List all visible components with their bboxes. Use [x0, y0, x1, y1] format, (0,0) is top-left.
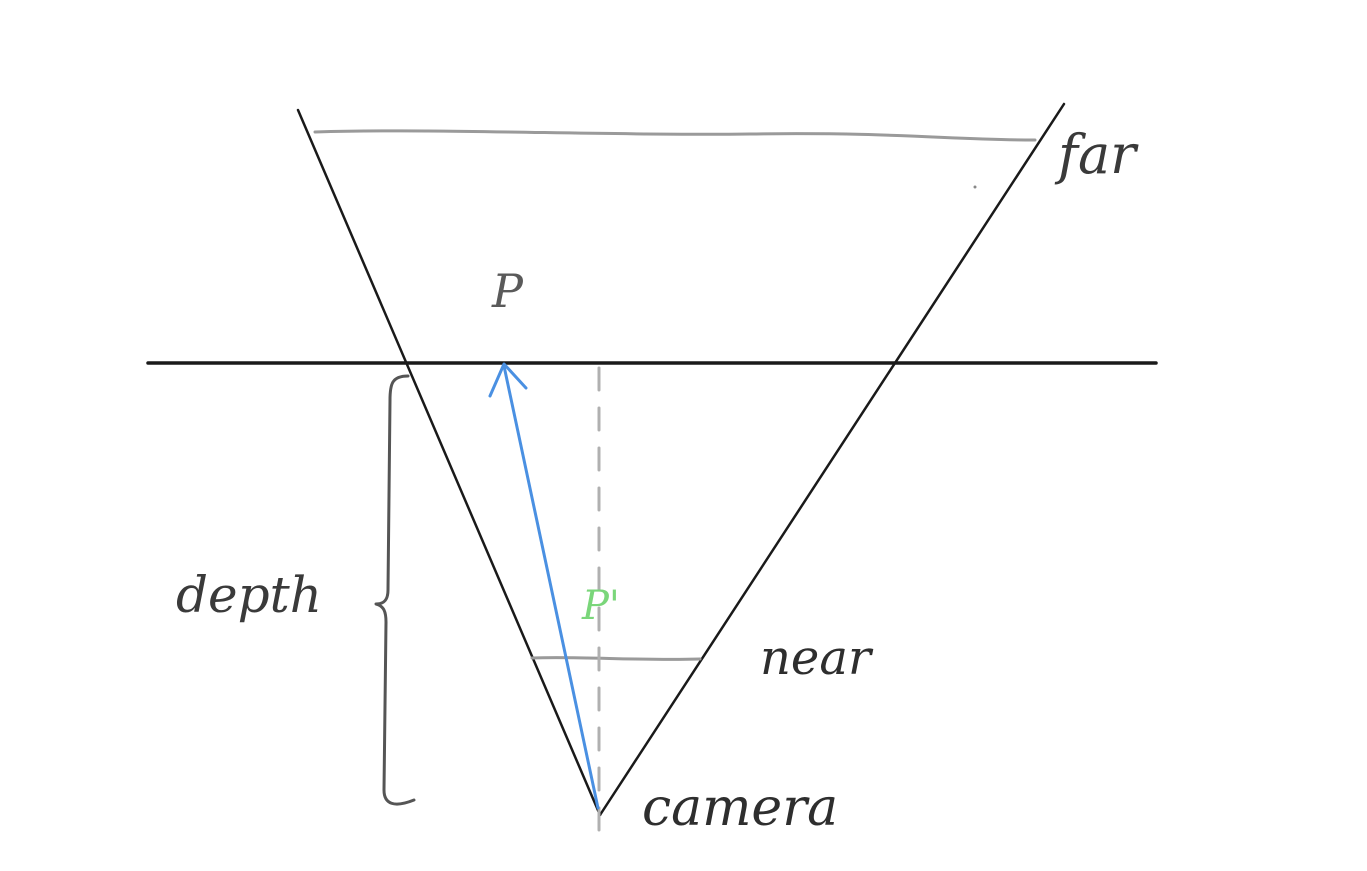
depth-brace: [374, 374, 416, 806]
depth-label: depth: [176, 566, 322, 624]
far-plane-line: [313, 129, 1037, 142]
camera-ray-arrowhead: [488, 362, 528, 398]
frustum-left-edge: [296, 108, 602, 817]
near-plane-line: [530, 656, 702, 661]
stray-dot: [973, 185, 977, 189]
point-p-prime-label: P': [582, 583, 620, 629]
far-label: far: [1058, 123, 1136, 186]
camera-label: camera: [642, 778, 839, 838]
near-label: near: [760, 630, 871, 686]
frustum-right-edge: [598, 102, 1066, 817]
point-p-label: P: [492, 264, 523, 318]
camera-ray-arrow: [502, 364, 600, 810]
